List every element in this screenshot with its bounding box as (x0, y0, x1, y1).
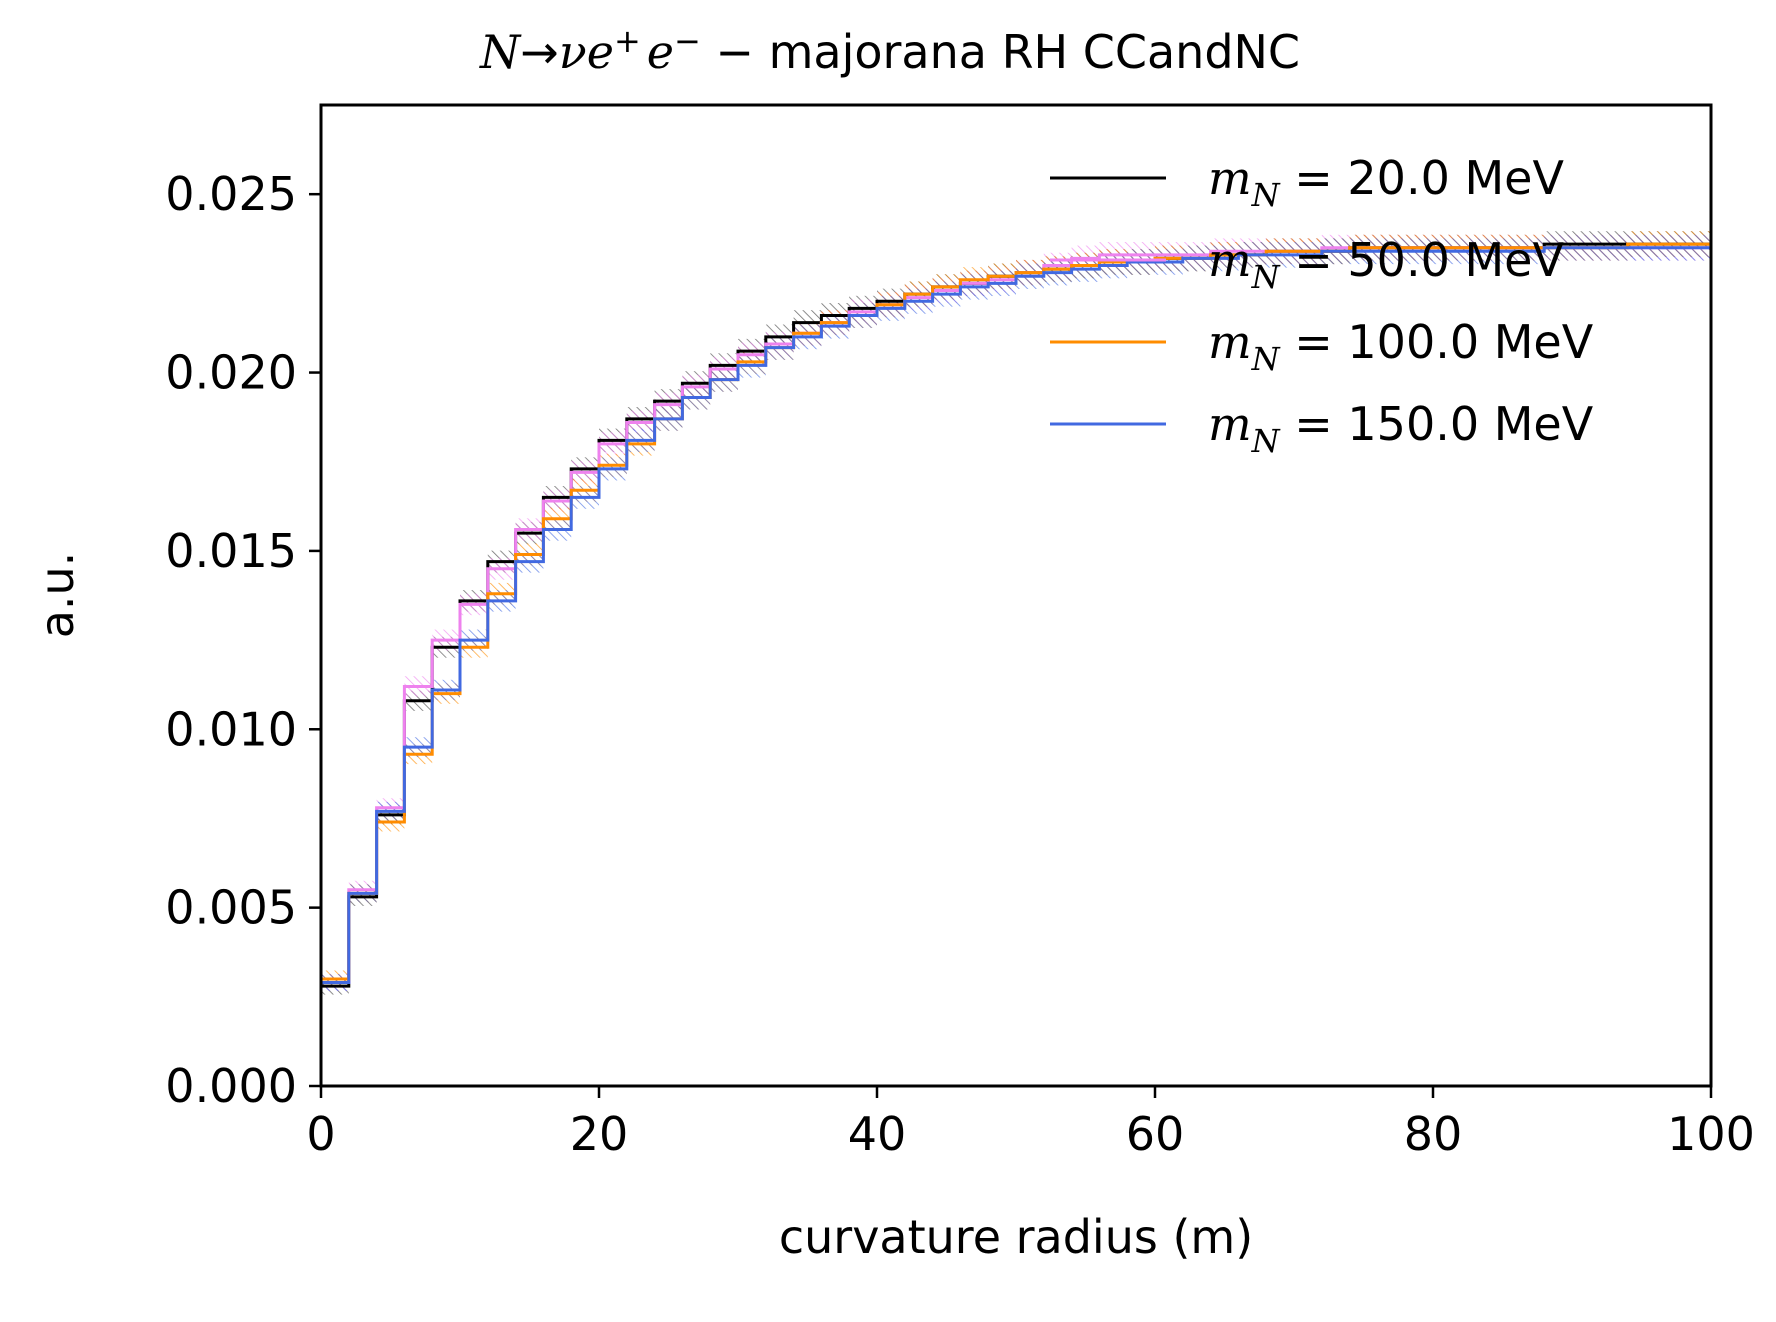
y-tick-label-4: 0.020 (165, 346, 297, 400)
series-line-3 (321, 246, 1711, 985)
x-tick-label-4: 80 (1404, 1107, 1463, 1161)
x-tick-label-5: 100 (1667, 1107, 1755, 1161)
y-tick-label-2: 0.010 (165, 702, 297, 756)
title-math-nu: ν (559, 25, 587, 79)
legend-label-2: mN = 100.0 MeV (1208, 315, 1594, 378)
title-math-n: N (479, 25, 522, 79)
chart-title: N→νe+ e− − majorana RH CCandNC (479, 22, 1300, 79)
title-math-plus: + (614, 22, 641, 60)
x-tick-label-1: 20 (570, 1107, 629, 1161)
y-tick-label-3: 0.015 (165, 524, 297, 578)
legend-label-3: mN = 150.0 MeV (1208, 397, 1594, 460)
y-tick-label-5: 0.025 (165, 167, 297, 221)
x-axis-ticks: 0 20 40 60 80 100 (306, 1086, 1755, 1161)
title-math-e1: e (587, 25, 614, 79)
title-rest: − majorana RH CCandNC (701, 25, 1300, 79)
x-tick-label-0: 0 (306, 1107, 335, 1161)
series-lines (321, 242, 1711, 988)
title-math-arrow: → (520, 25, 559, 79)
y-axis-label: a.u. (30, 552, 84, 639)
title-math-minus: − (674, 22, 701, 60)
x-tick-label-3: 60 (1126, 1107, 1185, 1161)
x-tick-label-2: 40 (848, 1107, 907, 1161)
title-math-e2: e (647, 25, 674, 79)
y-tick-label-1: 0.005 (165, 881, 297, 935)
legend: mN = 20.0 MeV mN = 50.0 MeV mN = 100.0 MeV… (1050, 151, 1594, 460)
y-tick-label-0: 0.000 (165, 1059, 297, 1113)
plot-frame (319, 103, 1713, 1088)
x-axis-label: curvature radius (m) (779, 1210, 1253, 1264)
legend-label-1: mN = 50.0 MeV (1208, 233, 1564, 296)
legend-label-0: mN = 20.0 MeV (1208, 151, 1564, 214)
y-axis-ticks: 0.000 0.005 0.010 0.015 0.020 0.025 (165, 167, 321, 1113)
